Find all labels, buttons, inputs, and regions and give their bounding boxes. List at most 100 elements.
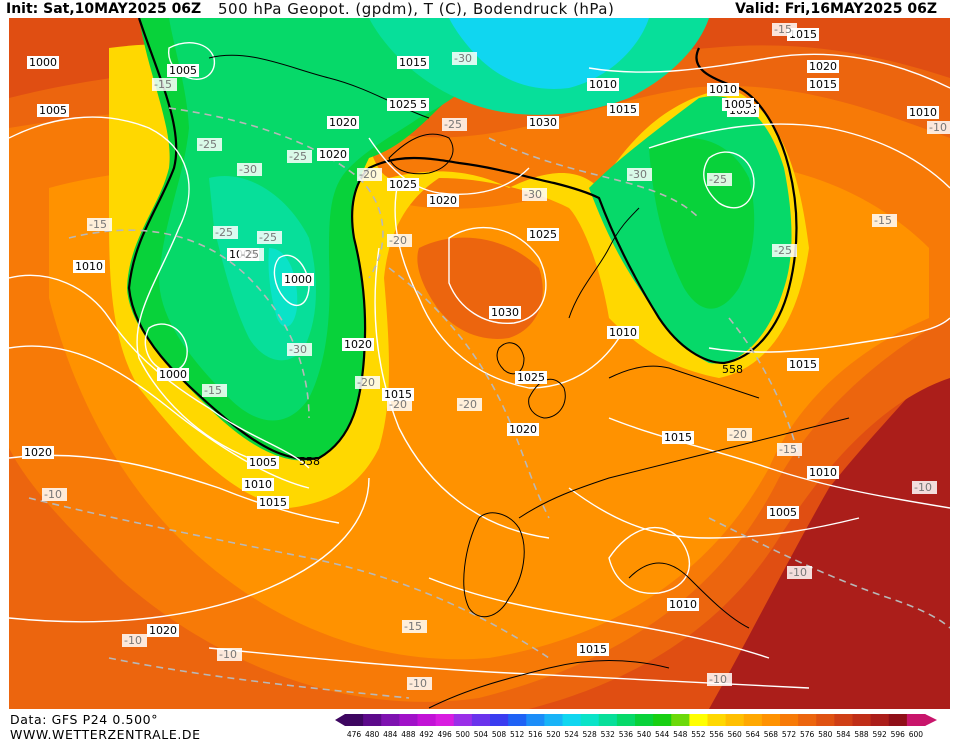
temperature-label: -10	[219, 648, 237, 661]
pressure-label: 1000	[159, 368, 187, 381]
header-bar: Init: Sat,10MAY2025 06Z 500 hPa Geopot. …	[0, 0, 959, 18]
temperature-label-box	[387, 234, 412, 247]
temperature-label-box	[152, 78, 177, 91]
pressure-label: 1015	[399, 56, 427, 69]
temperature-label-box	[387, 398, 412, 411]
colorbar-tick-label: 584	[836, 730, 851, 739]
temperature-label-box	[122, 634, 147, 647]
pressure-label-box	[157, 368, 189, 381]
temperature-label: -20	[459, 398, 477, 411]
temperature-label: -25	[289, 150, 307, 163]
pressure-label: 1015	[579, 643, 607, 656]
temperature-label-box	[407, 677, 432, 690]
temperature-label-box	[257, 231, 282, 244]
pressure-label: 1005	[39, 104, 67, 117]
labels: 1000 1005 1005 1015 1010 1015 1015 1010 1015 1020…	[22, 23, 950, 690]
valid-time: Valid: Fri,16MAY2025 06Z	[735, 1, 937, 17]
temperature-label: -10	[929, 121, 947, 134]
temperature-label: -10	[124, 634, 142, 647]
pressure-label-box	[527, 228, 559, 241]
pressure-label: 1010	[669, 598, 697, 611]
colorbar-tick-label: 580	[818, 730, 833, 739]
colorbar-swatch	[526, 714, 545, 726]
data-source: Data: GFS P24 0.500°	[10, 712, 159, 727]
temperature-label-box	[777, 443, 802, 456]
temperature-label: -20	[359, 168, 377, 181]
pressure-label: 1005	[249, 456, 277, 469]
temperature-label-box	[927, 121, 950, 134]
pressure-label-box	[587, 78, 619, 91]
temperature-label: -10	[409, 677, 427, 690]
colorbar-swatch	[635, 714, 654, 726]
colorbar-swatch	[870, 714, 890, 726]
colorbar-swatch	[798, 714, 817, 726]
pressure-label-box	[387, 98, 419, 111]
temperature-label: -30	[239, 163, 257, 176]
pressure-label: 1015	[259, 496, 287, 509]
colorbar-tick-label: 536	[619, 730, 634, 739]
colorbar-swatch	[562, 714, 582, 726]
pressure-label: 1010	[244, 478, 272, 491]
temperature-label: -25	[199, 138, 217, 151]
temperature-label-box	[42, 488, 67, 501]
temperature-label-box	[707, 673, 732, 686]
temperature-label: -25	[259, 231, 277, 244]
pressure-label-box	[22, 446, 54, 459]
temperature-label: -30	[454, 52, 472, 65]
pressure-label: 1020	[809, 60, 837, 73]
pressure-label-box	[73, 260, 105, 273]
temperature-label: -25	[241, 248, 259, 261]
colorbar-tick-label: 488	[401, 730, 416, 739]
pressure-label-box	[317, 148, 349, 161]
pressure-label-box	[327, 116, 359, 129]
temperature-label: -30	[629, 168, 647, 181]
pressure-label-box	[787, 358, 819, 371]
pressure-label-box	[37, 104, 69, 117]
pressure-label-box	[767, 506, 799, 519]
temperature-label: -25	[709, 173, 727, 186]
colorbar-tick-label: 520	[546, 730, 561, 739]
colorbar-tick-label: 484	[383, 730, 398, 739]
temperature-label-box	[522, 188, 547, 201]
pressure-label: 1010	[609, 326, 637, 339]
colorbar-swatch	[707, 714, 727, 726]
colorbar-swatch	[471, 714, 491, 726]
colorbar-swatch	[490, 714, 509, 726]
pressure-label-box	[167, 64, 199, 77]
pressure-label: 1025	[389, 178, 417, 191]
temperature-label-box	[452, 52, 477, 65]
pressure-label-box	[607, 103, 639, 116]
temperature-label: -10	[914, 481, 932, 494]
colorbar-tick-label: 592	[873, 730, 888, 739]
pressure-label: 1020	[24, 446, 52, 459]
field-warm-se	[709, 348, 950, 709]
field-blue-north	[449, 18, 649, 89]
temperature-label: -15	[89, 218, 107, 231]
pressure-label: 1020	[329, 116, 357, 129]
colorbar-swatch	[906, 714, 926, 726]
temperature-label-box	[213, 226, 238, 239]
chart-title: 500 hPa Geopot. (gpdm), T (C), Bodendruc…	[218, 0, 615, 18]
pressure-label: 1030	[529, 116, 557, 129]
temperature-label-box	[357, 168, 382, 181]
colorbar-tick-label: 560	[728, 730, 743, 739]
temperature-label: -15	[154, 78, 172, 91]
field-cyan-core	[268, 248, 298, 327]
temperature-label: -20	[389, 234, 407, 247]
pressure-label: 1005	[169, 64, 197, 77]
pressure-label-box	[382, 388, 414, 401]
temperature-label: -25	[444, 118, 462, 131]
colorbar-tick-label: 568	[764, 730, 779, 739]
pressure-label: 1015	[384, 388, 412, 401]
pressure-label: 1015	[664, 431, 692, 444]
colorbar-tick-label: 576	[800, 730, 815, 739]
temperature-label: -30	[289, 343, 307, 356]
pressure-label-box	[722, 98, 754, 111]
pressure-label: 1025	[517, 371, 545, 384]
colorbar-swatch	[363, 714, 382, 726]
temperature-label: -15	[774, 23, 792, 36]
coastlines	[208, 54, 850, 709]
pressure-label-box	[489, 306, 521, 319]
temperature-label-box	[772, 23, 797, 36]
